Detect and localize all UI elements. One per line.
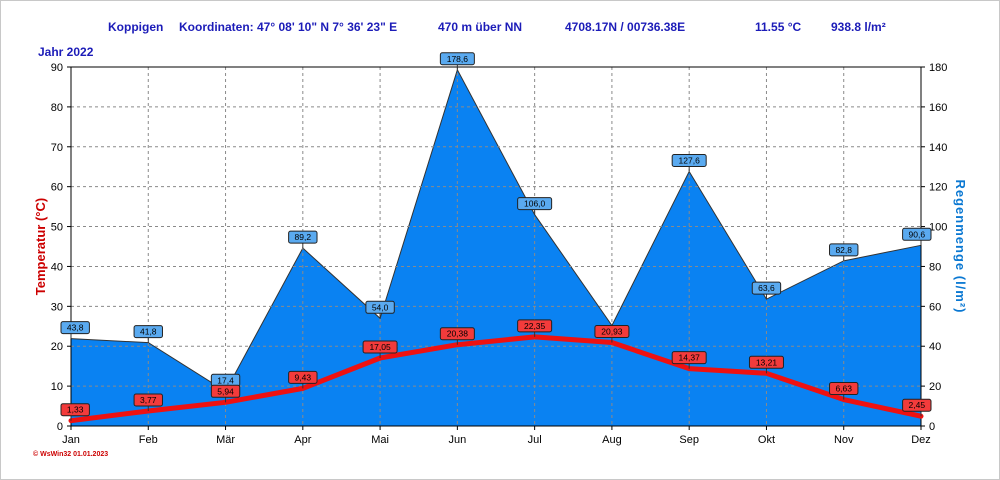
temperature-value-label-box bbox=[362, 340, 398, 354]
x-tick-label: Nov bbox=[834, 434, 854, 446]
right-tick-label: 80 bbox=[929, 261, 941, 273]
rain-value-label-box bbox=[288, 230, 318, 244]
temperature-value-label-box bbox=[133, 393, 163, 407]
x-tick-label: Aug bbox=[602, 434, 622, 446]
temperature-value-label: 2,45 bbox=[909, 400, 926, 410]
x-tick-label: Mär bbox=[216, 434, 235, 446]
temperature-value-label-box bbox=[288, 370, 318, 384]
right-axis-title: Regenmenge (l/m²) bbox=[953, 179, 968, 313]
right-tick-label: 120 bbox=[929, 182, 947, 194]
right-tick-label: 180 bbox=[929, 62, 947, 74]
right-tick-label: 0 bbox=[929, 421, 935, 433]
x-tick-label: Dez bbox=[911, 434, 931, 446]
temperature-value-label: 9,43 bbox=[295, 372, 312, 382]
temperature-value-label: 5,94 bbox=[217, 386, 234, 396]
total-rainfall: 938.8 l/m² bbox=[831, 20, 886, 34]
station-name: Koppigen bbox=[108, 20, 164, 34]
right-tick-label: 160 bbox=[929, 102, 947, 114]
rain-value-label: 127,6 bbox=[679, 156, 701, 166]
rain-value-label-box bbox=[133, 325, 163, 339]
x-tick-label: Mai bbox=[371, 434, 389, 446]
rain-value-label-box bbox=[902, 227, 932, 241]
rain-value-label: 178,6 bbox=[447, 54, 469, 64]
rain-area bbox=[71, 69, 921, 426]
rain-value-label: 54,0 bbox=[372, 302, 389, 312]
year-label: Jahr 2022 bbox=[38, 45, 94, 59]
x-tick-label: Jan bbox=[62, 434, 80, 446]
temperature-value-label: 1,33 bbox=[67, 405, 84, 415]
temperature-value-label-box bbox=[210, 384, 241, 398]
temperature-value-label: 14,37 bbox=[679, 353, 701, 363]
left-tick-label: 60 bbox=[51, 182, 63, 194]
temperature-value-label: 17,05 bbox=[369, 342, 391, 352]
temperature-value-label-box bbox=[829, 382, 859, 396]
rain-value-label-box bbox=[829, 243, 859, 257]
rain-value-label-box bbox=[60, 321, 90, 335]
average-temperature: 11.55 °C bbox=[755, 20, 802, 34]
right-tick-label: 40 bbox=[929, 341, 941, 353]
rain-value-label: 82,8 bbox=[835, 245, 852, 255]
x-tick-label: Jul bbox=[528, 434, 542, 446]
temperature-value-label-box bbox=[517, 319, 553, 333]
rain-value-label: 17,4 bbox=[217, 375, 234, 385]
right-tick-label: 20 bbox=[929, 381, 941, 393]
rain-value-label-box bbox=[671, 154, 707, 168]
temperature-value-label-box bbox=[60, 403, 90, 417]
elevation-label: 470 m über NN bbox=[438, 20, 523, 34]
right-tick-label: 60 bbox=[929, 301, 941, 313]
rain-value-label-box bbox=[517, 197, 553, 211]
rain-value-label: 41,8 bbox=[140, 327, 157, 337]
left-tick-label: 20 bbox=[51, 341, 63, 353]
temperature-value-label-box bbox=[594, 325, 630, 339]
rain-value-label: 89,2 bbox=[295, 232, 312, 242]
right-tick-label: 100 bbox=[929, 222, 947, 234]
temperature-value-label: 20,93 bbox=[601, 327, 623, 337]
temperature-value-label: 13,21 bbox=[756, 357, 778, 367]
rain-value-label: 63,6 bbox=[758, 283, 775, 293]
plot-border bbox=[70, 66, 922, 427]
coordinates-label: Koordinaten: 47° 08' 10" N 7° 36' 23" E bbox=[179, 20, 398, 34]
rain-value-label-box bbox=[751, 281, 782, 295]
left-tick-label: 50 bbox=[51, 222, 63, 234]
right-tick-label: 140 bbox=[929, 142, 947, 154]
temperature-value-label-box bbox=[439, 327, 475, 341]
temperature-line bbox=[68, 334, 924, 424]
x-tick-label: Jun bbox=[448, 434, 466, 446]
left-tick-label: 10 bbox=[51, 381, 63, 393]
temperature-value-label: 3,77 bbox=[140, 395, 157, 405]
x-tick-label: Apr bbox=[294, 434, 311, 446]
rain-value-label-box bbox=[365, 300, 395, 314]
temperature-value-label: 20,38 bbox=[447, 329, 469, 339]
left-tick-label: 70 bbox=[51, 142, 63, 154]
temperature-value-label: 22,35 bbox=[524, 321, 546, 331]
left-tick-label: 80 bbox=[51, 102, 63, 114]
x-tick-label: Okt bbox=[758, 434, 775, 446]
temperature-value-label-box bbox=[902, 398, 932, 412]
rain-value-label: 90,6 bbox=[909, 229, 926, 239]
left-tick-label: 40 bbox=[51, 261, 63, 273]
temperature-value-label: 6,63 bbox=[835, 384, 852, 394]
temperature-value-label-box bbox=[671, 351, 707, 365]
left-axis-title: Temperatur (°C) bbox=[33, 198, 48, 295]
x-tick-label: Feb bbox=[139, 434, 158, 446]
left-tick-label: 0 bbox=[57, 421, 63, 433]
rain-value-label-box bbox=[439, 52, 475, 66]
x-tick-label: Sep bbox=[679, 434, 699, 446]
left-tick-label: 90 bbox=[51, 62, 63, 74]
temperature-value-label-box bbox=[748, 355, 784, 369]
copyright-note: © WsWin32 01.01.2023 bbox=[33, 451, 109, 458]
grid-reference: 4708.17N / 00736.38E bbox=[565, 20, 686, 34]
rain-value-label: 43,8 bbox=[67, 323, 84, 333]
left-tick-label: 30 bbox=[51, 301, 63, 313]
rain-value-label: 106,0 bbox=[524, 199, 546, 209]
